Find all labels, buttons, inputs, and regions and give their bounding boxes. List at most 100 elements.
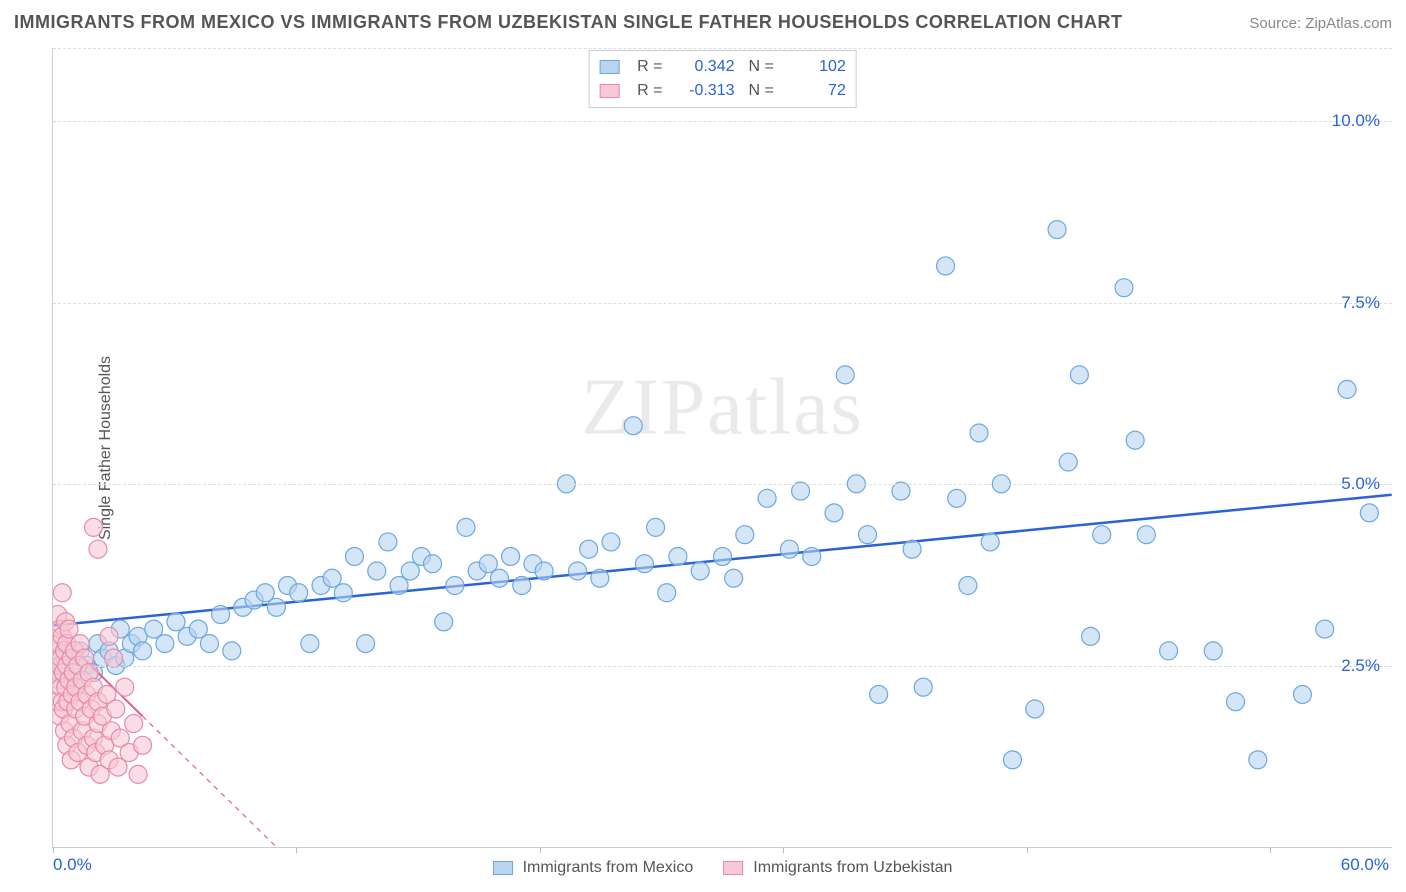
data-point <box>1227 693 1245 711</box>
legend-row-mexico: R = 0.342 N = 102 <box>599 55 846 79</box>
data-point <box>156 635 174 653</box>
data-point <box>970 424 988 442</box>
data-point <box>948 489 966 507</box>
data-point <box>134 736 152 754</box>
data-point <box>457 518 475 536</box>
data-point <box>73 671 91 689</box>
gridline <box>53 121 1392 122</box>
data-point <box>87 744 105 762</box>
r-label: R = <box>637 79 662 103</box>
data-point <box>80 758 98 776</box>
data-point <box>53 678 70 696</box>
data-point <box>502 547 520 565</box>
gridline <box>53 484 1392 485</box>
correlation-legend: R = 0.342 N = 102 R = -0.313 N = 72 <box>588 50 857 108</box>
data-point <box>53 635 68 653</box>
data-point <box>71 642 89 660</box>
data-point <box>635 555 653 573</box>
data-point <box>256 584 274 602</box>
data-point <box>71 635 89 653</box>
x-tick <box>1027 847 1028 853</box>
data-point <box>100 627 118 645</box>
data-point <box>100 751 118 769</box>
data-point <box>69 744 87 762</box>
data-point <box>62 649 80 667</box>
x-tick <box>53 847 54 853</box>
data-point <box>379 533 397 551</box>
data-point <box>61 715 79 733</box>
data-point <box>64 729 82 747</box>
data-point <box>780 540 798 558</box>
header: IMMIGRANTS FROM MEXICO VS IMMIGRANTS FRO… <box>14 12 1392 33</box>
x-tick <box>296 847 297 853</box>
data-point <box>111 729 129 747</box>
source-link[interactable]: ZipAtlas.com <box>1305 15 1392 32</box>
gridline <box>53 48 1392 49</box>
data-point <box>1316 620 1334 638</box>
data-point <box>122 635 140 653</box>
data-point <box>89 715 107 733</box>
watermark: ZIPatlas <box>581 362 864 453</box>
data-point <box>803 547 821 565</box>
data-point <box>1115 279 1133 297</box>
data-point <box>57 678 75 696</box>
data-point <box>178 627 196 645</box>
data-point <box>167 613 185 631</box>
data-point <box>1137 526 1155 544</box>
data-point <box>53 649 70 667</box>
data-point <box>82 700 100 718</box>
data-point <box>93 707 111 725</box>
data-point <box>67 678 85 696</box>
data-point <box>658 584 676 602</box>
trend-line <box>53 495 1391 626</box>
legend-item-mexico: Immigrants from Mexico <box>493 859 694 877</box>
swatch-mexico <box>599 60 619 74</box>
x-tick-label: 0.0% <box>53 855 92 875</box>
data-point <box>67 678 85 696</box>
data-point <box>189 620 207 638</box>
data-point <box>870 685 888 703</box>
data-point <box>669 547 687 565</box>
r-label: R = <box>637 55 662 79</box>
data-point <box>479 555 497 573</box>
data-point <box>145 620 163 638</box>
y-tick-label: 2.5% <box>1341 656 1380 676</box>
data-point <box>96 736 114 754</box>
data-point <box>245 591 263 609</box>
x-tick <box>1270 847 1271 853</box>
data-point <box>914 678 932 696</box>
data-point <box>535 562 553 580</box>
data-point <box>1249 751 1267 769</box>
data-point <box>212 606 230 624</box>
data-point <box>569 562 587 580</box>
legend-row-uzbekistan: R = -0.313 N = 72 <box>599 79 846 103</box>
data-point <box>84 729 102 747</box>
data-point <box>412 547 430 565</box>
data-point <box>524 555 542 573</box>
chart-title: IMMIGRANTS FROM MEXICO VS IMMIGRANTS FRO… <box>14 12 1122 33</box>
data-point <box>53 627 71 645</box>
data-point <box>107 700 125 718</box>
data-point <box>84 518 102 536</box>
data-point <box>736 526 754 544</box>
data-point <box>334 584 352 602</box>
data-point <box>125 715 143 733</box>
data-point <box>937 257 955 275</box>
chart-area: Single Father Households ZIPatlas R = 0.… <box>52 48 1392 848</box>
data-point <box>53 620 69 638</box>
data-point <box>84 678 102 696</box>
trend-line <box>53 629 142 716</box>
data-point <box>446 577 464 595</box>
data-point <box>624 417 642 435</box>
data-point <box>858 526 876 544</box>
data-point <box>89 693 107 711</box>
n-label: N = <box>749 55 774 79</box>
data-point <box>111 620 129 638</box>
data-point <box>1360 504 1378 522</box>
data-point <box>116 649 134 667</box>
data-point <box>62 649 80 667</box>
watermark-atlas: atlas <box>707 363 864 451</box>
data-point <box>78 685 96 703</box>
data-point <box>200 635 218 653</box>
data-point <box>53 584 71 602</box>
